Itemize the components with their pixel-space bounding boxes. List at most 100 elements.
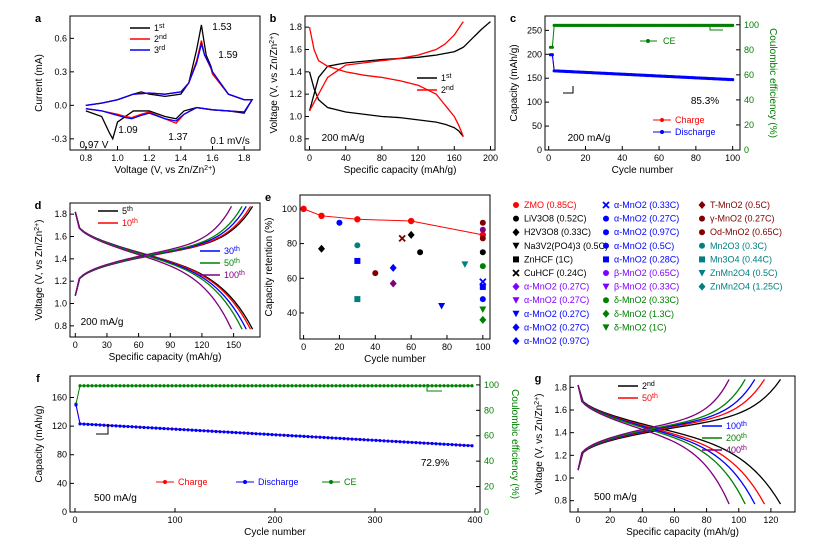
ce-point: [318, 384, 322, 388]
discharge-point: [142, 425, 146, 430]
legend-label: 200th: [726, 433, 747, 444]
ce-point: [410, 384, 414, 388]
discharge-point: [394, 439, 398, 444]
discharge-point: [202, 429, 206, 433]
legend-label: CE: [344, 477, 357, 487]
x-tick-label: 400: [467, 515, 482, 525]
panel-e: 0 20 40 60 80 100 40 60 80 100 Cycle number Capacit…: [264, 192, 783, 365]
x-tick-label: 200: [267, 515, 282, 525]
ce-point: [94, 384, 98, 388]
discharge-point: [322, 435, 326, 440]
y-tick-label: 1.2: [289, 89, 302, 99]
ce-point: [170, 384, 174, 388]
discharge-point: [318, 435, 322, 439]
discharge-point: [90, 422, 94, 427]
y-tick-label: 0: [62, 507, 67, 517]
ce-point: [350, 384, 354, 388]
legend-marker: [512, 310, 520, 318]
legend-marker: [512, 269, 520, 277]
discharge-point: [242, 431, 246, 435]
x-tick-label: 150: [226, 340, 241, 350]
discharge-point: [158, 426, 162, 430]
ce-point: [238, 384, 242, 388]
discharge-point: [374, 438, 378, 443]
discharge-point: [218, 430, 222, 434]
y-tick-label: 0.8: [54, 321, 67, 331]
discharge-point: [450, 443, 454, 447]
legend-marker: [513, 256, 519, 263]
y-tick-label: 60: [287, 273, 297, 283]
x-tick-label: 200: [483, 153, 498, 163]
y-axis-label: Current (mA): [34, 54, 45, 112]
y-tick-label: 1.8: [289, 22, 302, 32]
legend-marker: [512, 323, 520, 332]
ce-point: [334, 384, 338, 388]
x-tick-label: 1.2: [143, 153, 156, 163]
y-axis-label: Capacity (mAh/g): [34, 405, 45, 482]
ce-point: [230, 384, 234, 388]
discharge-point: [390, 439, 394, 443]
legend-marker: [603, 229, 609, 236]
discharge-point: [438, 442, 442, 446]
discharge-point: [194, 428, 198, 432]
ce-point: [310, 384, 314, 388]
ce-point: [234, 384, 238, 388]
ce-point: [454, 384, 458, 388]
plot-frame: [544, 15, 741, 151]
x-tick-label: 60: [654, 153, 664, 163]
data-point: [417, 249, 424, 256]
ce-point: [262, 384, 266, 388]
x-tick-label: 80: [377, 153, 387, 163]
ce-point: [370, 384, 374, 388]
y-tick-label: 40: [57, 478, 67, 488]
legend-marker: [699, 256, 705, 263]
data-point: [354, 242, 361, 249]
ce-point: [110, 384, 114, 388]
discharge-point: [78, 422, 82, 426]
annotation: 0.97 V: [80, 140, 109, 151]
discharge-point: [226, 430, 230, 434]
legend-label: δ-MnO2 (1.3C): [614, 309, 674, 319]
discharge-point: [126, 424, 130, 429]
x-tick-label: 120: [411, 153, 426, 163]
data-point: [461, 261, 469, 268]
plot-frame: [304, 15, 496, 151]
legend-label: 400th: [726, 445, 747, 456]
legend-label: δ-MnO2 (0.33C): [614, 295, 679, 305]
discharge-point: [186, 428, 190, 432]
discharge-point: [378, 439, 382, 443]
x-tick-label: 1.4: [175, 153, 188, 163]
ce-point: [154, 384, 158, 388]
discharge-point: [258, 432, 262, 436]
x-tick-label: 160: [447, 153, 462, 163]
discharge-point: [98, 423, 102, 427]
plot-frame: [569, 375, 796, 513]
discharge-point: [362, 438, 366, 442]
legend-marker: [512, 337, 520, 345]
legend-marker: [243, 480, 247, 484]
x-axis-label: Cycle number: [244, 527, 306, 538]
x-tick-label: 120: [194, 340, 209, 350]
y-axis-label: Voltage (V, vs Zn/Zn2+): [534, 393, 546, 494]
ce-point: [462, 384, 466, 388]
ce-point: [186, 384, 190, 388]
y-tick-label: 50: [532, 121, 542, 131]
discharge-point: [110, 424, 114, 428]
legend-label: 1st: [154, 23, 165, 34]
ce-point: [290, 384, 294, 388]
zmo-point: [300, 205, 307, 213]
legend-marker: [513, 202, 519, 208]
discharge-point: [338, 436, 342, 440]
y-axis-label: Capacity (mAh/g): [509, 44, 520, 121]
ce-point: [430, 384, 434, 388]
discharge-point: [282, 433, 286, 437]
y-tick-label: -0.3: [51, 134, 67, 144]
charge-curve-2nd: [577, 379, 782, 471]
y-axis-label: Voltage (V, vs Zn/Zn2+): [34, 219, 46, 320]
discharge-point: [162, 426, 166, 431]
data-point: [479, 249, 486, 256]
discharge-point: [466, 443, 470, 448]
panel-letter: b: [270, 13, 277, 25]
legend-label: α-MnO2 (0.27C): [614, 214, 679, 224]
y-axis-label: Voltage (V, vs Zn/Zn2+): [269, 32, 281, 133]
